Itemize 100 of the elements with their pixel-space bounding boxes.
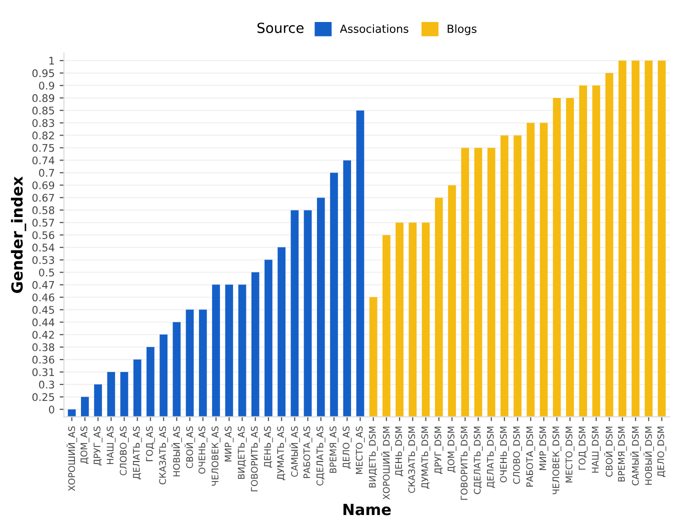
bar	[107, 372, 116, 417]
x-tick-label: ГОВОРИТЬ_AS	[250, 426, 260, 492]
bar	[408, 222, 417, 417]
bar	[526, 122, 535, 417]
category-label: 0.74	[32, 156, 54, 164]
category-label: 0.45	[32, 306, 54, 314]
x-tick-label: НАШ_AS	[106, 426, 116, 464]
bar	[592, 86, 600, 417]
bar	[80, 396, 89, 417]
bar	[461, 148, 470, 417]
x-tick-label: ГОД_AS	[146, 426, 155, 462]
bar	[133, 359, 142, 417]
category-label: 0.36	[32, 356, 54, 364]
x-tick-label: НАШ_DSM	[592, 426, 601, 473]
x-tick-label: ВРЕМЯ_DSM	[618, 426, 627, 482]
bar	[540, 122, 548, 417]
category-label: 0.9	[39, 82, 54, 90]
x-tick-label: МИР_AS	[224, 426, 234, 462]
bar	[198, 310, 207, 417]
x-tick-label: СЛОВО_AS	[120, 426, 129, 476]
bar	[514, 135, 522, 417]
category-label: 0.25	[32, 393, 54, 402]
category-label: 0.83	[32, 119, 54, 127]
x-tick-label: НОВЫЙ_DSM	[643, 426, 654, 485]
category-label: 0.47	[32, 281, 54, 289]
category-label: 0.85	[32, 106, 54, 115]
bar	[238, 284, 246, 417]
x-tick-label: САМЫЙ_DSM	[630, 426, 641, 486]
x-tick-label: РАБОТА_DSM	[526, 426, 536, 487]
bar	[605, 73, 614, 417]
x-axis-title: Name	[344, 504, 391, 516]
category-label: 0.31	[32, 368, 54, 376]
legend-title: Source	[257, 22, 304, 34]
bar	[94, 384, 102, 417]
bar	[474, 148, 482, 417]
x-tick-label: ГОД_DSM	[578, 426, 588, 470]
category-label: 0.69	[32, 181, 54, 190]
bar	[251, 272, 260, 417]
x-tick-label: СДЕЛАТЬ_DSM	[474, 426, 483, 494]
x-tick-label: СВОЙ_AS	[184, 426, 196, 468]
category-label: 0.38	[32, 343, 54, 352]
y-axis-title: Gender_index	[10, 176, 26, 293]
x-tick-label: НОВЫЙ_AS	[171, 426, 182, 476]
bar	[278, 247, 286, 417]
x-tick-label: ДЕЛАТЬ_AS	[132, 426, 142, 480]
x-tick-label: ЧЕЛОВЕК_AS	[212, 426, 220, 486]
x-tick-label: ХОРОШИЙ_DSM	[381, 426, 392, 500]
x-tick-label: ОЧЕНЬ_DSM	[500, 426, 509, 482]
x-tick-label: МИР_DSM	[539, 426, 548, 470]
x-tick-label: ДОМ_DSM	[448, 426, 456, 472]
bar	[566, 98, 574, 417]
x-tick-label: СВОЙ_DSM	[604, 426, 615, 477]
bar	[304, 210, 312, 417]
bar	[422, 222, 430, 417]
category-label: 0.53	[32, 256, 54, 264]
x-tick-label: САМЫЙ_AS	[289, 426, 300, 477]
bar	[618, 60, 626, 417]
x-tick-label: СКАЗАТЬ_DSM	[408, 426, 418, 493]
category-label: 1	[49, 56, 54, 65]
category-label: 0.42	[32, 330, 54, 339]
x-tick-label: ЧЕЛОВЕК_DSM	[552, 426, 562, 494]
x-tick-label: ДЕНЬ_DSM	[395, 426, 404, 476]
category-label: 0.54	[32, 244, 54, 252]
x-tick-label: ДОМ_AS	[80, 426, 90, 464]
category-label: 0	[48, 406, 54, 414]
x-tick-label: РАБОТА_AS	[303, 426, 312, 478]
bar	[356, 110, 364, 417]
bar	[396, 222, 404, 417]
x-tick-label: ГОВОРИТЬ_DSM	[460, 426, 470, 500]
bar	[290, 210, 299, 417]
bar	[264, 260, 272, 417]
bar	[120, 372, 128, 417]
bar	[644, 60, 653, 417]
x-tick-label: ОЧЕНЬ_AS	[198, 426, 208, 474]
category-label: 0.67	[32, 194, 54, 202]
category-label: 0.89	[32, 94, 54, 102]
x-tick-label: СЛОВО_DSM	[513, 426, 522, 484]
bar	[487, 148, 496, 417]
bar	[500, 135, 508, 417]
x-tick-label: МЕСТО_AS	[356, 426, 365, 474]
category-label: 0.58	[32, 206, 54, 214]
bar	[330, 172, 338, 417]
category-label: 0.56	[32, 231, 54, 240]
x-tick-label: ХОРОШИЙ_AS	[66, 426, 78, 492]
category-label: 0.95	[32, 69, 54, 78]
bar	[316, 198, 325, 417]
legend-label: Blogs	[448, 24, 476, 36]
x-tick-label: СДЕЛАТЬ_AS	[316, 426, 326, 486]
x-tick-label: ДЕЛО_AS	[342, 426, 352, 468]
x-tick-label: ДЕНЬ_AS	[264, 426, 273, 468]
bar	[186, 310, 194, 417]
bar	[146, 347, 154, 417]
category-label: 0.5	[39, 268, 54, 276]
bar	[343, 160, 352, 417]
category-label: 0.44	[32, 318, 54, 326]
bar	[160, 334, 168, 417]
x-tick-label: ВРЕМЯ_AS	[330, 426, 338, 473]
bar	[369, 297, 378, 417]
bar	[434, 198, 443, 417]
bar	[579, 86, 588, 417]
